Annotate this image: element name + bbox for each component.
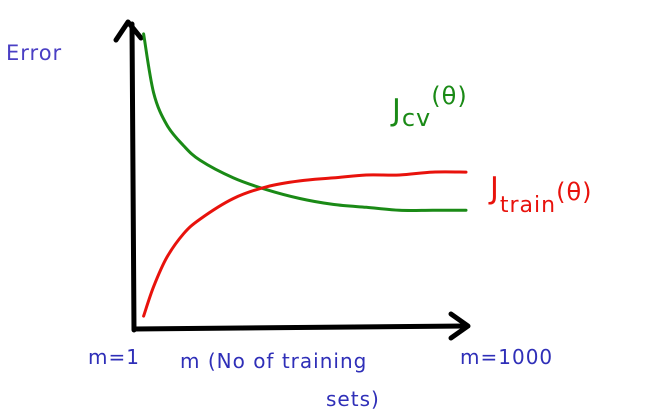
x-axis-label-line2: sets) bbox=[326, 387, 380, 411]
x-end-label: m=1000 bbox=[460, 345, 553, 369]
series-line-jtrain bbox=[142, 170, 468, 318]
series-label-jtrain: Jtrain(θ) bbox=[488, 171, 593, 218]
x-axis-line bbox=[131, 323, 469, 332]
axes bbox=[113, 19, 471, 341]
series-label-jcv-main: J bbox=[390, 93, 402, 128]
series-label-jtrain-main: J bbox=[488, 171, 500, 206]
x-start-label: m=1 bbox=[88, 345, 140, 369]
y-axis-line bbox=[129, 21, 137, 333]
x-axis-label-line1: m (No of training bbox=[180, 349, 367, 373]
series-label-jcv-arg: (θ) bbox=[431, 82, 467, 110]
series-label-jcv: Jcv(θ) bbox=[390, 82, 468, 132]
y-axis-arrow bbox=[113, 19, 144, 43]
y-axis-label: Error bbox=[6, 41, 62, 65]
series-label-jcv-sub: cv bbox=[402, 104, 431, 132]
x-axis-arrow bbox=[448, 311, 471, 341]
series-label-jtrain-arg: (θ) bbox=[556, 178, 592, 206]
series-line-jcv bbox=[142, 32, 468, 213]
series-label-jtrain-sub: train bbox=[500, 193, 556, 218]
